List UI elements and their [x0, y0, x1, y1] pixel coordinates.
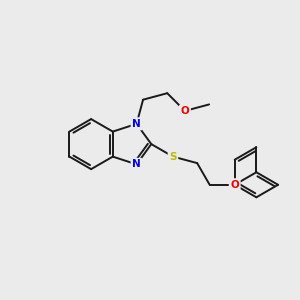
Text: S: S [169, 152, 177, 162]
Text: N: N [132, 119, 141, 129]
Text: O: O [181, 106, 189, 116]
Text: O: O [230, 180, 239, 190]
Text: N: N [132, 159, 141, 170]
